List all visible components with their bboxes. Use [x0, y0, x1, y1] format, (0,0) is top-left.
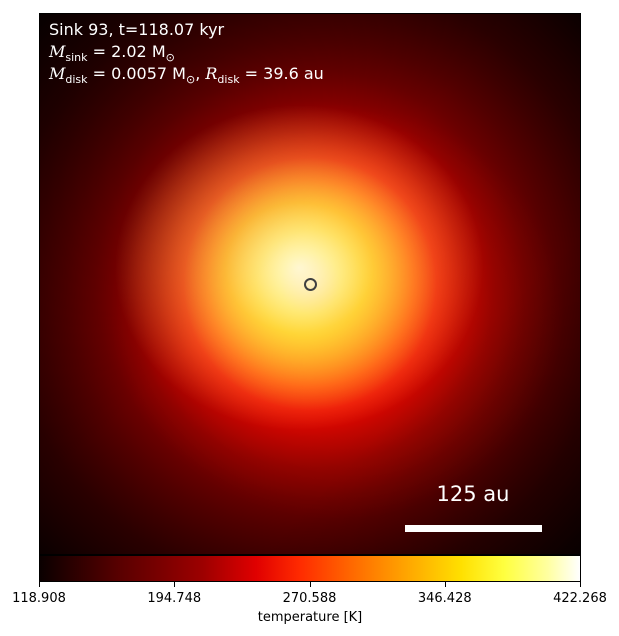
colorbar-tick-label: 194.748: [147, 591, 202, 606]
disk-mass-unit: ⊙: [185, 73, 196, 87]
sink-mass-subscript: sink: [65, 51, 88, 65]
colorbar-tick: [39, 582, 40, 587]
colorbar-tick-label: 270.588: [282, 591, 337, 606]
sink-mass-annotation: Msink = 2.02 M⊙: [49, 42, 175, 68]
sink-mass-unit: ⊙: [165, 51, 175, 65]
colorbar-tick-label: 422.268: [553, 591, 607, 606]
sink-marker: [304, 278, 317, 291]
disk-annotation: Mdisk = 0.0057 M⊙, Rdisk = 39.6 au: [49, 64, 324, 90]
colorbar-tick: [174, 582, 176, 587]
sink-time-annotation: Sink 93, t=118.07 kyr: [49, 20, 225, 39]
disk-radius-subscript: disk: [217, 73, 240, 87]
sink-mass-value: = 2.02 M: [87, 42, 166, 61]
colorbar-tick-label: 118.908: [12, 591, 66, 606]
colorbar-tick-label: 346.428: [417, 591, 472, 606]
disk-mass-subscript: disk: [65, 73, 88, 87]
disk-mass-symbol: M: [49, 64, 66, 83]
colorbar-tick: [309, 582, 311, 587]
axes-frame: [39, 13, 581, 555]
colorbar-tick: [580, 582, 581, 587]
sink-mass-symbol: M: [49, 42, 66, 61]
colorbar-tick: [444, 582, 446, 587]
disk-radius-value: = 39.6 au: [239, 64, 324, 83]
annotation-separator: ,: [195, 64, 206, 83]
scale-bar-label: 125 au: [436, 482, 510, 506]
disk-radius-symbol: R: [205, 64, 218, 83]
scale-bar: [405, 525, 542, 532]
colorbar: [39, 555, 581, 582]
disk-mass-value: = 0.0057 M: [87, 64, 186, 83]
colorbar-label: temperature [K]: [257, 610, 363, 625]
